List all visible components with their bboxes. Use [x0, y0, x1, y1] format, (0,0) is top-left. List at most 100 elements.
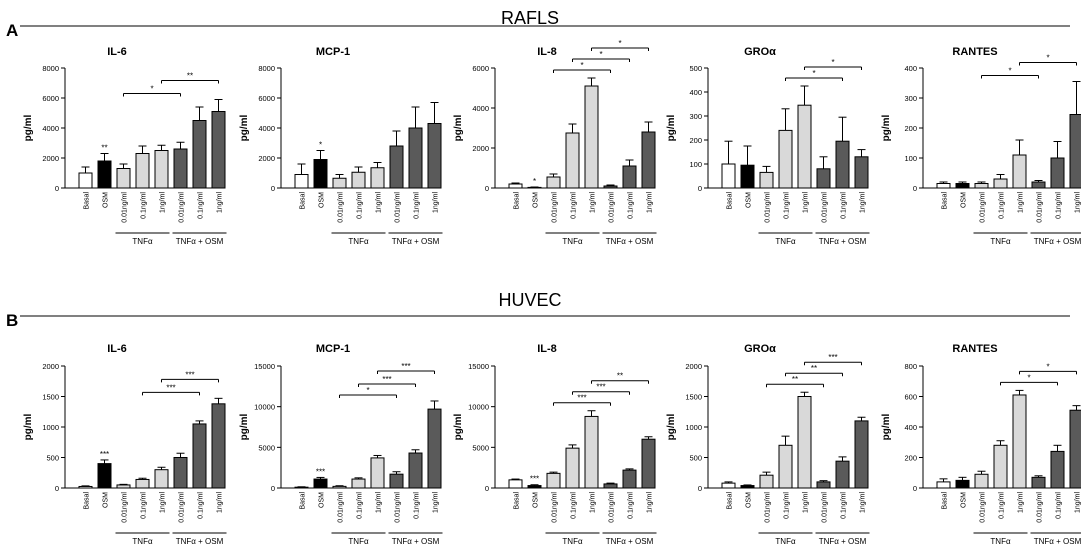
x-tick-label: 0.01ng/ml	[1037, 492, 1044, 523]
panel-letter-b: B	[6, 311, 18, 330]
x-tick-label: 0.01ng/ml	[609, 492, 616, 523]
bar	[192, 423, 207, 489]
x-tick-label: 0.01ng/ml	[338, 192, 345, 223]
bar	[1012, 154, 1027, 189]
bar	[78, 485, 93, 489]
x-tick-label: 0.1ng/ml	[198, 492, 205, 519]
x-tick-label: 0.01ng/ml	[980, 492, 987, 523]
x-tick-label: 0.1ng/ml	[1056, 192, 1063, 219]
chart-title: IL-8	[537, 343, 557, 355]
x-tick-label: OSM	[961, 492, 968, 508]
bar	[294, 486, 309, 489]
bracket-label: **	[811, 364, 817, 373]
y-tick-label: 200	[904, 124, 917, 133]
x-tick-label: Basal	[514, 192, 521, 210]
x-tick-label: 0.01ng/ml	[552, 492, 559, 523]
group-label-tnf-osm: TNFα + OSM	[606, 537, 654, 546]
chart-title: IL-6	[107, 46, 127, 58]
bar	[313, 478, 328, 489]
chart-a-il-6: IL-6 0 2000 4000 6000 8000 pg/ml Basal ** OSM 0.01…	[23, 46, 227, 246]
x-tick-label: 1ng/ml	[803, 492, 810, 513]
bar	[721, 163, 736, 189]
x-tick-label: 0.1ng/ml	[999, 192, 1006, 219]
bar	[1069, 114, 1081, 189]
x-tick-label: 0.1ng/ml	[414, 192, 421, 219]
y-axis-label: pg/ml	[239, 413, 250, 440]
panel-header-b: B HUVEC	[6, 290, 1070, 330]
y-tick-label: 15000	[468, 362, 489, 371]
bar	[778, 129, 793, 189]
bracket-label: *	[580, 61, 583, 70]
x-tick-label: 0.1ng/ml	[141, 492, 148, 519]
x-tick-label: 1ng/ml	[647, 492, 654, 513]
x-tick-label: 1ng/ml	[160, 492, 167, 513]
x-tick-label: 1ng/ml	[376, 492, 383, 513]
bar	[603, 483, 618, 489]
x-tick-label: 1ng/ml	[1018, 492, 1025, 513]
y-tick-label: 15000	[254, 362, 275, 371]
x-tick-label: 1ng/ml	[1075, 192, 1081, 213]
y-tick-label: 1500	[685, 393, 702, 402]
y-tick-label: 0	[698, 184, 702, 193]
group-label-tnf-osm: TNFα + OSM	[1034, 237, 1081, 246]
x-tick-label: 0.1ng/ml	[628, 192, 635, 219]
bar	[740, 164, 755, 189]
y-tick-label: 5000	[472, 443, 489, 452]
panel-header-a: A RAFLS	[6, 8, 1070, 40]
bar	[936, 183, 951, 189]
bar	[370, 167, 385, 189]
bar	[622, 469, 637, 489]
y-tick-label: 100	[904, 154, 917, 163]
x-tick-label: 0.1ng/ml	[357, 192, 364, 219]
group-label-tnf-osm: TNFα + OSM	[392, 537, 440, 546]
bar	[622, 165, 637, 189]
bar	[211, 403, 226, 489]
bar	[527, 485, 542, 489]
y-tick-label: 0	[55, 484, 59, 493]
bracket-label: *	[599, 50, 602, 59]
panel-title-rafls: RAFLS	[501, 8, 559, 28]
bar	[759, 474, 774, 489]
bar	[351, 478, 366, 489]
x-tick-label: 0.1ng/ml	[841, 192, 848, 219]
bar	[508, 183, 523, 189]
bar	[294, 174, 309, 189]
bar	[211, 111, 226, 189]
bracket-label: *	[1027, 373, 1030, 382]
chart-title: GROα	[744, 343, 776, 355]
x-tick-label: 0.01ng/ml	[765, 492, 772, 523]
x-tick-label: 0.1ng/ml	[571, 192, 578, 219]
x-tick-label: 0.01ng/ml	[122, 492, 129, 523]
x-tick-label: 1ng/ml	[590, 192, 597, 213]
x-tick-label: 1ng/ml	[803, 192, 810, 213]
x-tick-label: 0.1ng/ml	[357, 492, 364, 519]
y-tick-label: 500	[689, 454, 702, 463]
x-tick-label: 0.1ng/ml	[784, 192, 791, 219]
bracket-label: ***	[166, 383, 175, 392]
bar	[955, 183, 970, 189]
bracket-label: *	[831, 58, 834, 67]
bar	[816, 168, 831, 189]
y-tick-label: 8000	[42, 64, 59, 73]
y-tick-label: 1000	[42, 423, 59, 432]
x-tick-label: 0.01ng/ml	[1037, 192, 1044, 223]
group-label-tnf: TNFα	[562, 237, 583, 246]
x-tick-label: 1ng/ml	[1075, 492, 1081, 513]
bar	[389, 145, 404, 189]
y-tick-label: 0	[271, 484, 275, 493]
group-label-tnf: TNFα	[348, 237, 369, 246]
bracket-label: *	[366, 386, 369, 395]
bar	[721, 482, 736, 489]
bracket-label: *	[618, 39, 621, 48]
bar	[854, 420, 869, 489]
bar	[854, 156, 869, 189]
y-tick-label: 300	[689, 112, 702, 121]
bar	[778, 444, 793, 489]
y-axis-label: pg/ml	[239, 114, 250, 141]
bar	[835, 140, 850, 189]
bar	[97, 463, 112, 489]
group-label-tnf-osm: TNFα + OSM	[606, 237, 654, 246]
bar	[816, 481, 831, 489]
